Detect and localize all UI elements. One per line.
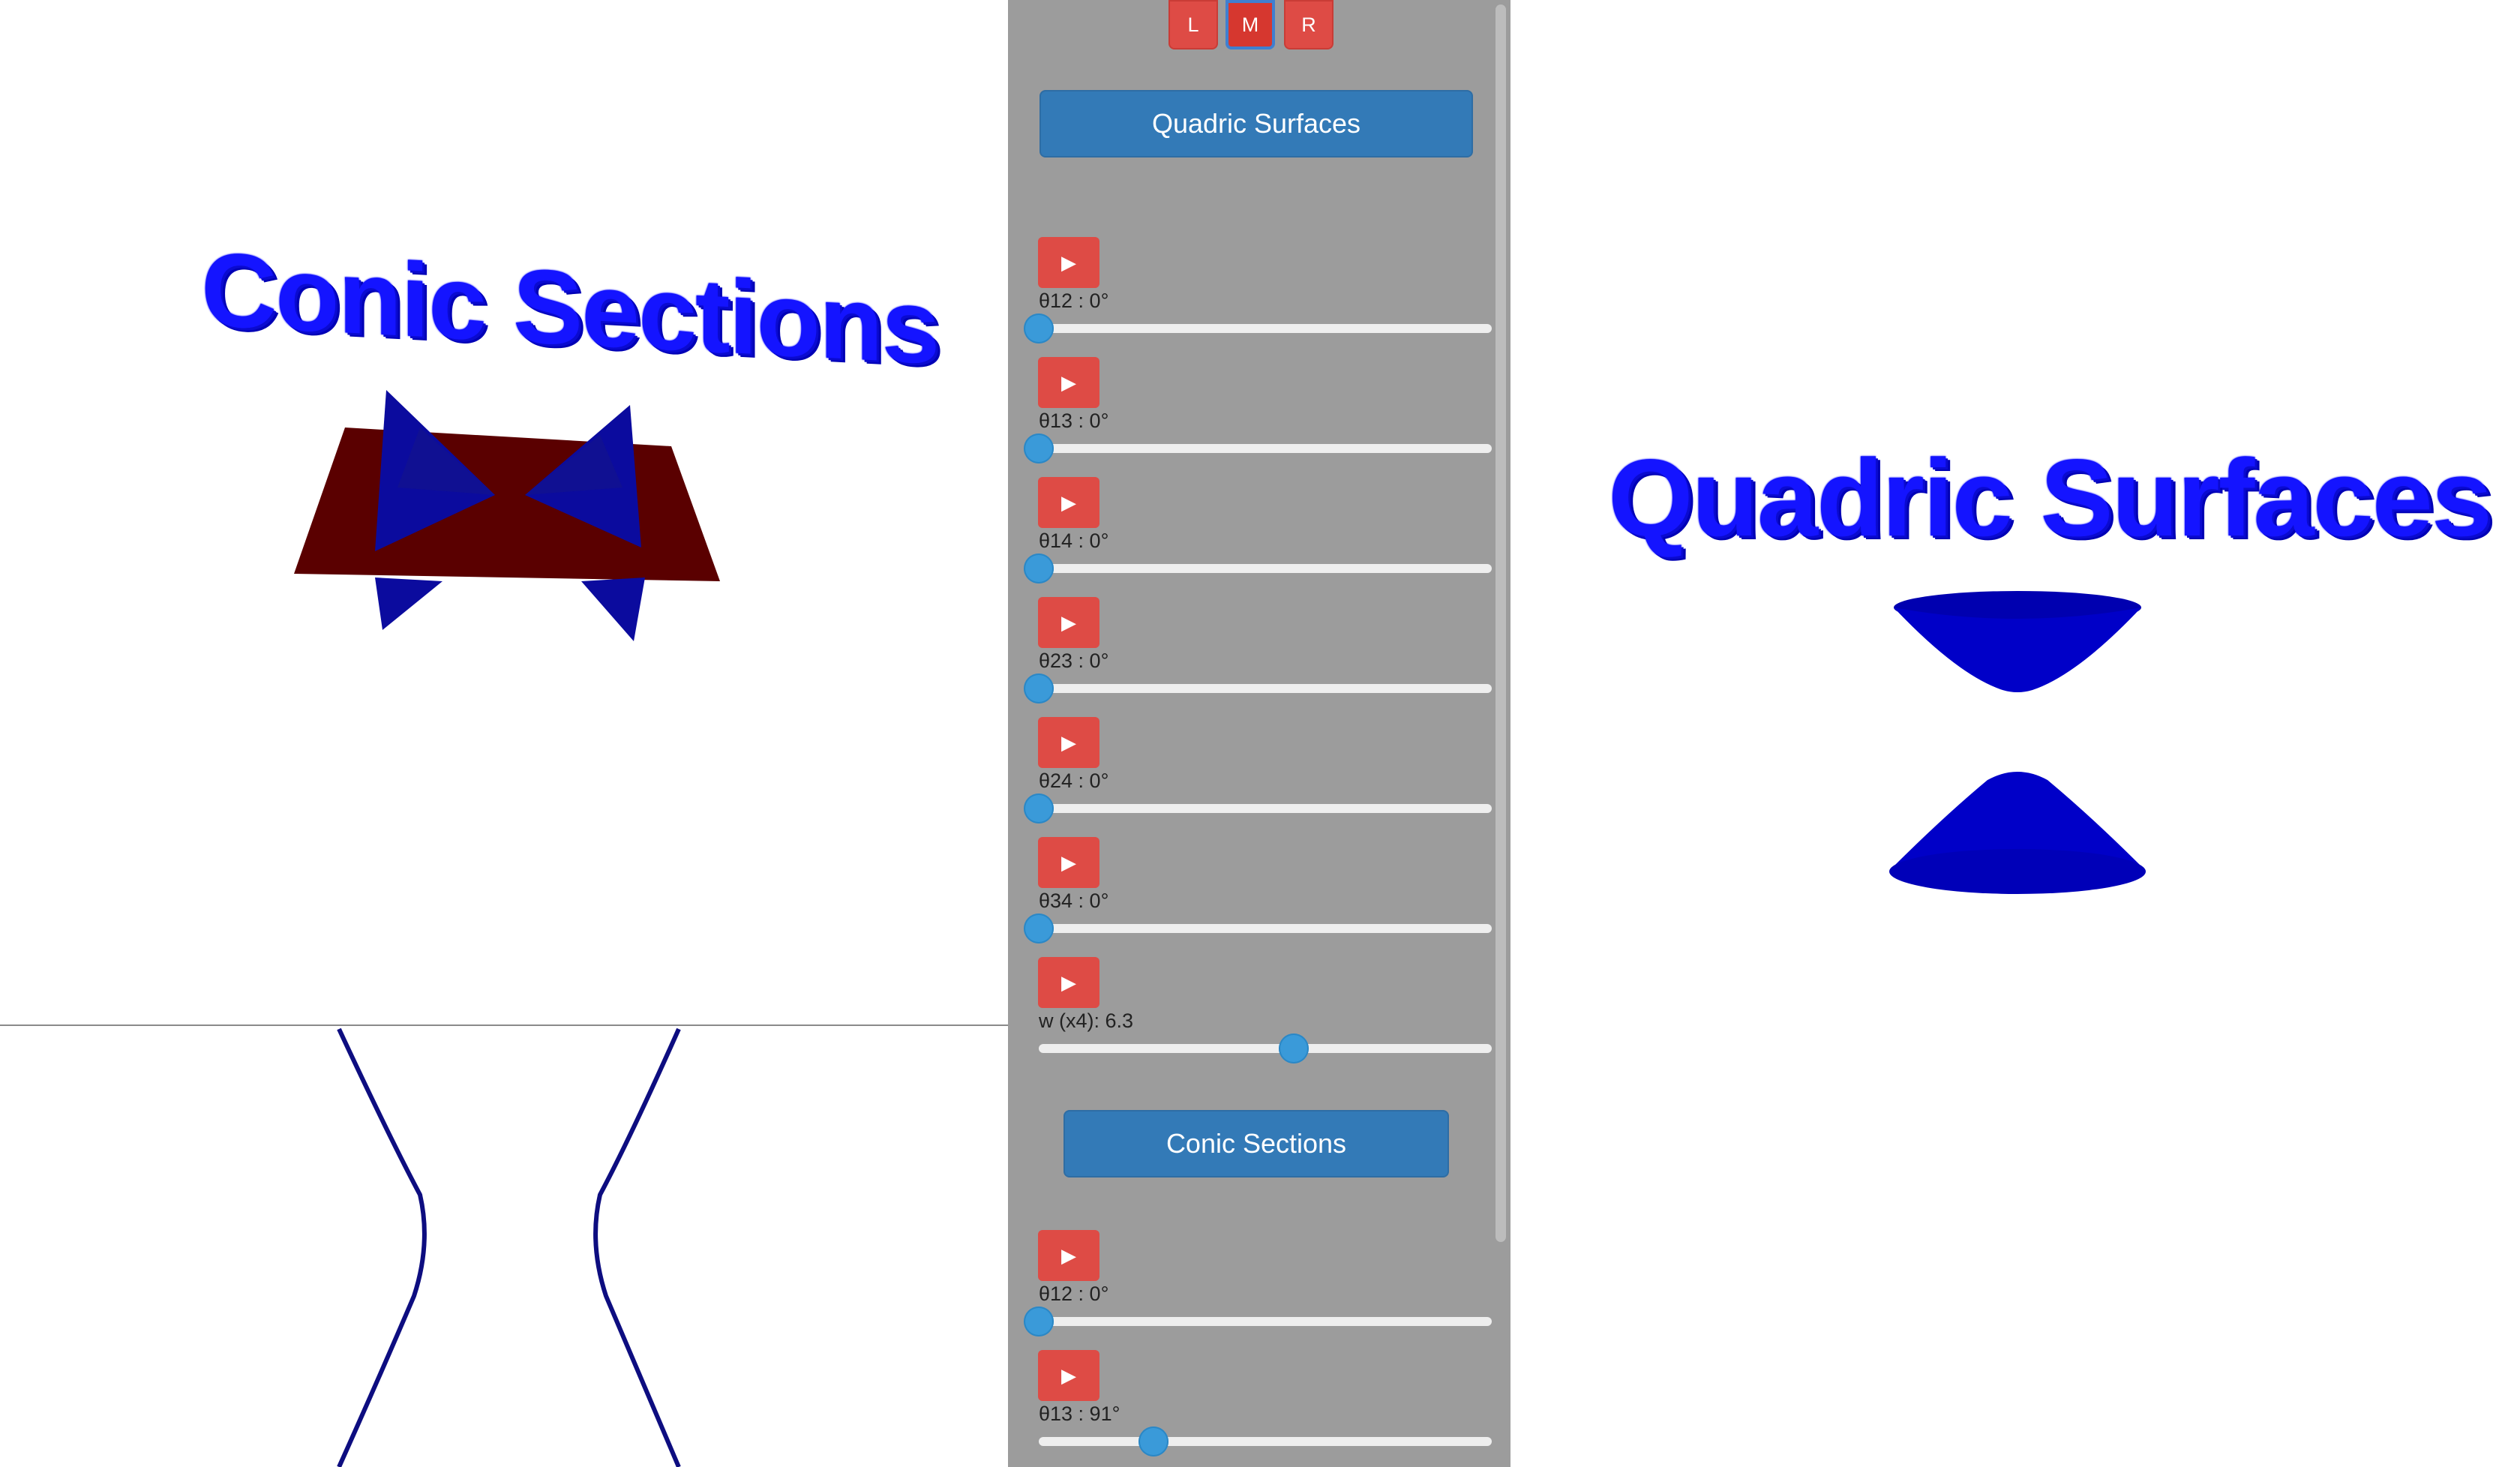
conic-2d-viewport[interactable]: [0, 1026, 1008, 1467]
conic-sections-title: Conic Sections: [201, 230, 939, 386]
slider-label: θ13 : 91°: [1039, 1402, 1120, 1425]
play-button[interactable]: ▶: [1038, 1350, 1100, 1401]
slider-thumb[interactable]: [1024, 314, 1054, 344]
play-button[interactable]: ▶: [1038, 477, 1100, 528]
slider-track[interactable]: [1039, 1044, 1492, 1053]
slider-label: θ13 : 0°: [1039, 410, 1109, 432]
slider-label: θ23 : 0°: [1039, 650, 1109, 672]
cone-left-lower: [375, 578, 442, 630]
slider-thumb[interactable]: [1024, 434, 1054, 464]
quadric-3d-viewport[interactable]: Quadric Surfaces: [1510, 0, 2520, 1467]
slider-track[interactable]: [1039, 804, 1492, 813]
slider-track[interactable]: [1039, 924, 1492, 933]
play-button[interactable]: ▶: [1038, 957, 1100, 1008]
hyperboloid-two-sheets: [1889, 591, 2146, 894]
slider-track[interactable]: [1039, 324, 1492, 333]
lower-sheet-rim: [1889, 849, 2146, 894]
slider-track[interactable]: [1039, 1317, 1492, 1326]
cutting-plane: [294, 428, 720, 581]
view-middle-button[interactable]: M: [1226, 0, 1275, 50]
quadric-surfaces-button[interactable]: Quadric Surfaces: [1040, 90, 1473, 158]
slider-thumb[interactable]: [1138, 1426, 1168, 1456]
play-button[interactable]: ▶: [1038, 837, 1100, 888]
slider-label: θ14 : 0°: [1039, 530, 1109, 552]
slider-label: θ24 : 0°: [1039, 770, 1109, 792]
play-button[interactable]: ▶: [1038, 357, 1100, 408]
slider-thumb[interactable]: [1024, 794, 1054, 824]
conic-3d-viewport[interactable]: Conic Sections: [0, 0, 1008, 1024]
slider-track[interactable]: [1039, 1437, 1492, 1446]
slider-track[interactable]: [1039, 684, 1492, 693]
slider-label: θ12 : 0°: [1039, 1282, 1109, 1305]
slider-thumb[interactable]: [1024, 554, 1054, 584]
slider-thumb[interactable]: [1024, 914, 1054, 944]
slider-track[interactable]: [1039, 564, 1492, 573]
slider-label: θ12 : 0°: [1039, 290, 1109, 312]
hyperbola-curve: [337, 1028, 681, 1467]
play-button[interactable]: ▶: [1038, 717, 1100, 768]
left-pane-divider[interactable]: [0, 1024, 1008, 1026]
cone-right-lower: [581, 578, 645, 641]
view-right-button[interactable]: R: [1284, 0, 1334, 50]
play-button[interactable]: ▶: [1038, 1230, 1100, 1281]
conic-sections-button[interactable]: Conic Sections: [1064, 1110, 1449, 1178]
panel-scrollbar[interactable]: [1496, 4, 1506, 1242]
view-left-button[interactable]: L: [1168, 0, 1218, 50]
upper-sheet: [1894, 608, 2141, 692]
quadric-surfaces-title: Quadric Surfaces: [1608, 436, 2492, 559]
slider-track[interactable]: [1039, 444, 1492, 453]
play-button[interactable]: ▶: [1038, 597, 1100, 648]
slider-thumb[interactable]: [1278, 1034, 1309, 1064]
cone-right-shade: [525, 435, 622, 495]
slider-thumb[interactable]: [1024, 1306, 1054, 1336]
upper-sheet-rim: [1894, 591, 2141, 624]
slider-thumb[interactable]: [1024, 674, 1054, 704]
slider-label: w (x4): 6.3: [1039, 1010, 1134, 1032]
conic-3d-scene: [294, 390, 720, 641]
play-button[interactable]: ▶: [1038, 237, 1100, 288]
slider-label: θ34 : 0°: [1039, 890, 1109, 912]
cone-left-shade: [398, 428, 495, 495]
